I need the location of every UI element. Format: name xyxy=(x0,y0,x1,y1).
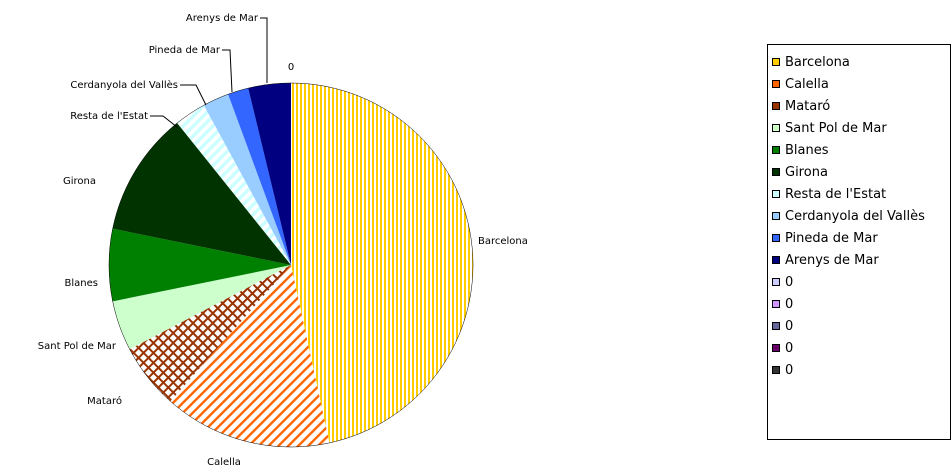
legend-item: Resta de l'Estat xyxy=(768,183,950,205)
legend-label: 0 xyxy=(785,362,794,378)
legend-item: Girona xyxy=(768,161,950,183)
slice-label-11: 0 xyxy=(288,62,294,73)
pie-slice-1 xyxy=(291,83,474,443)
slice-label-9: Pineda de Mar xyxy=(149,45,221,56)
legend-swatch xyxy=(772,102,780,110)
legend-label: Cerdanyola del Vallès xyxy=(785,208,925,224)
legend-label: 0 xyxy=(785,340,794,356)
pie-slice-4 xyxy=(112,265,291,350)
legend-swatch xyxy=(772,80,780,88)
legend-label: Barcelona xyxy=(785,54,850,70)
pie-slice-5 xyxy=(108,228,291,302)
pie-outline xyxy=(108,82,474,448)
legend-swatch xyxy=(772,168,780,176)
pie-slice-2 xyxy=(170,265,330,447)
legend-swatch xyxy=(772,278,780,286)
legend-label: Blanes xyxy=(785,142,829,158)
legend-swatch xyxy=(772,58,780,66)
pie-slice-6 xyxy=(112,123,291,266)
slice-label-5: Blanes xyxy=(65,278,98,289)
legend-label: Calella xyxy=(785,76,829,92)
slice-label-7: Resta de l'Estat xyxy=(70,111,148,122)
legend: Barcelona Calella Mataró Sant Pol de Mar Bla… xyxy=(767,44,951,440)
legend-item: Calella xyxy=(768,73,950,95)
legend-item: Mataró xyxy=(768,95,950,117)
legend-swatch xyxy=(772,190,780,198)
pie-chart: Barcelona Calella Mataró Sant Pol de Mar Bla… xyxy=(38,13,528,468)
legend-swatch xyxy=(772,234,780,242)
legend-label: Pineda de Mar xyxy=(785,230,878,246)
legend-label: 0 xyxy=(785,318,794,334)
legend-item: Cerdanyola del Vallès xyxy=(768,205,950,227)
legend-swatch xyxy=(772,212,780,220)
slice-label-3: Mataró xyxy=(87,395,122,407)
legend-label: Resta de l'Estat xyxy=(785,186,887,202)
legend-label: 0 xyxy=(785,296,794,312)
leader-line-8 xyxy=(180,84,207,106)
legend-item: 0 xyxy=(768,359,950,381)
legend-item: 0 xyxy=(768,315,950,337)
pie-slice-8 xyxy=(203,94,291,265)
slice-label-2: Calella xyxy=(207,457,241,468)
slice-label-8: Cerdanyola del Vallès xyxy=(70,79,178,91)
legend-item: Arenys de Mar xyxy=(768,249,950,271)
legend-item: Barcelona xyxy=(768,51,950,73)
legend-label: Arenys de Mar xyxy=(785,252,879,268)
legend-label: Sant Pol de Mar xyxy=(785,120,887,136)
slice-label-6: Girona xyxy=(63,176,96,187)
legend-swatch xyxy=(772,344,780,352)
slice-label-4: Sant Pol de Mar xyxy=(38,341,117,352)
legend-label: Girona xyxy=(785,164,828,180)
legend-swatch xyxy=(772,124,780,132)
legend-swatch xyxy=(772,300,780,308)
pie-slice-10 xyxy=(248,83,291,265)
legend-item: Sant Pol de Mar xyxy=(768,117,950,139)
pie-slice-9 xyxy=(228,88,291,266)
leader-line-7 xyxy=(150,115,178,128)
slice-label-10: Arenys de Mar xyxy=(186,13,259,24)
legend-item: 0 xyxy=(768,293,950,315)
legend-swatch xyxy=(772,366,780,374)
legend-swatch xyxy=(772,322,780,330)
legend-label: 0 xyxy=(785,274,794,290)
legend-label: Mataró xyxy=(785,98,831,114)
legend-swatch xyxy=(772,256,780,264)
leader-line-10 xyxy=(260,17,268,83)
legend-item: Pineda de Mar xyxy=(768,227,950,249)
legend-item: 0 xyxy=(768,271,950,293)
pie-slice-3 xyxy=(129,265,291,402)
pie-slice-7 xyxy=(177,105,291,265)
legend-item: Blanes xyxy=(768,139,950,161)
leader-line-9 xyxy=(222,49,233,93)
slice-label-1: Barcelona xyxy=(478,236,528,247)
legend-swatch xyxy=(772,146,780,154)
legend-item: 0 xyxy=(768,337,950,359)
